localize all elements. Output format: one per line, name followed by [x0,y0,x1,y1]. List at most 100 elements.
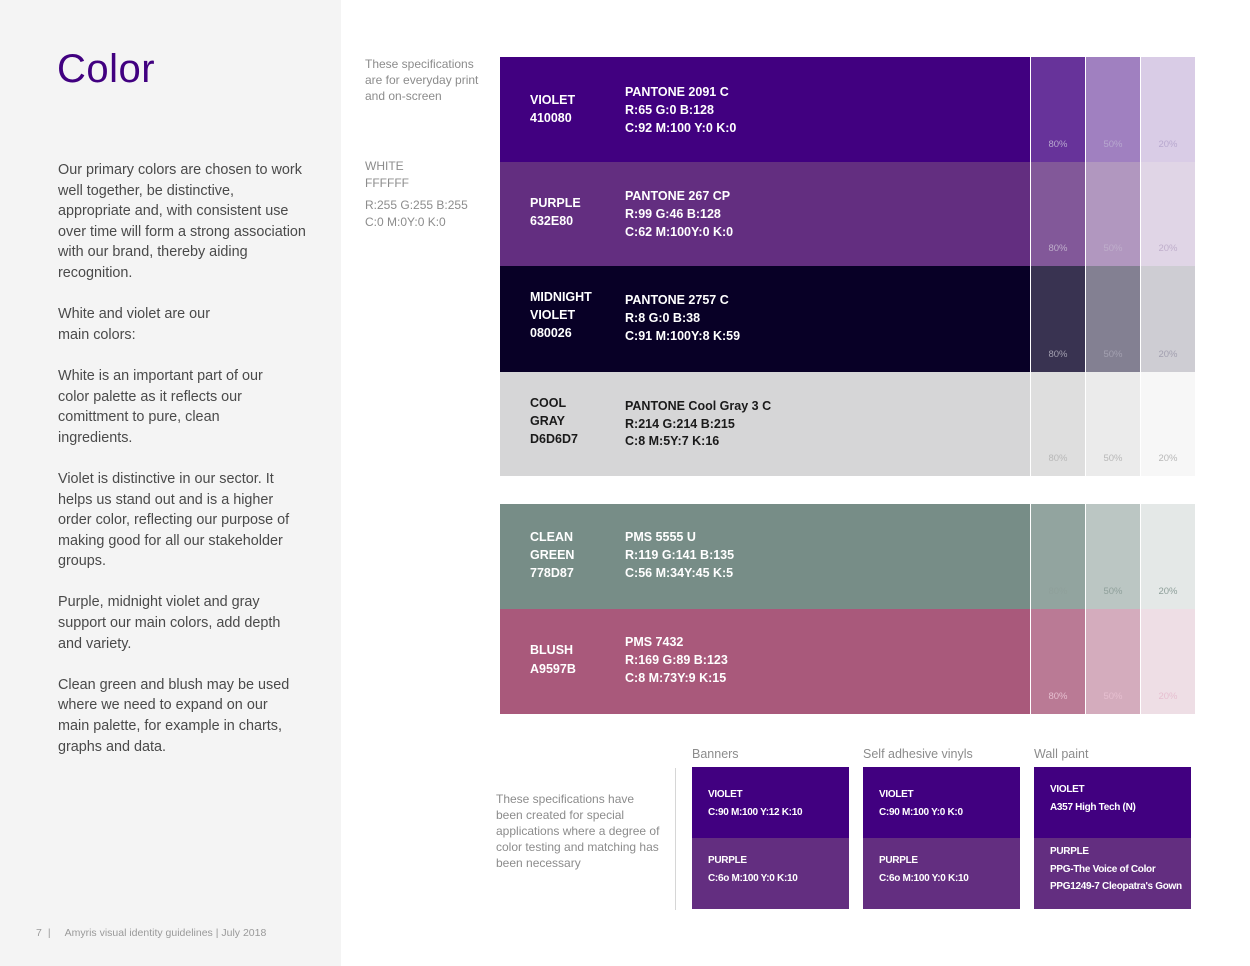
swatch-rgb: R:99 G:46 B:128 [625,207,721,221]
page-footer: 7 | Amyris visual identity guidelines | Ju… [36,927,266,939]
swatch-main [500,372,1030,476]
spec-note-top: These specifications are for everyday pr… [365,57,479,103]
swatch-cmyk: C:8 M:73Y:9 K:15 [625,671,727,685]
swatch-name-2: GREEN [530,548,575,562]
swatch-pantone: PMS 7432 [625,635,684,649]
vinyls-heading: Self adhesive vinyls [863,747,973,761]
tint-20: 20% [1141,372,1195,476]
cell-spec: C:90 M:100 Y:12 K:10 [708,807,803,818]
white-name: WHITE [365,159,404,173]
wall-paint-heading: Wall paint [1034,747,1089,761]
swatch-main [500,162,1030,266]
paragraph: White is an important part of our color … [58,367,263,446]
swatch-cmyk: C:56 M:34Y:45 K:5 [625,566,734,580]
swatch-name-1: COOL [530,396,567,410]
swatch-name-3: D6D6D7 [530,432,578,446]
tint-50: 50% [1086,162,1140,266]
swatch-name-3: 778D87 [530,566,574,580]
tint-50: 50% [1086,504,1140,609]
cell-spec: A357 High Tech (N) [1050,802,1136,813]
white-color-spec: WHITE FFFFFF R:255 G:255 B:255 C:0 M:0Y:… [365,158,468,231]
cell-name: PURPLE [879,855,918,866]
banners-card: VIOLET C:90 M:100 Y:12 K:10 PURPLE C:6o … [692,767,849,909]
swatch-rgb: R:214 G:214 B:215 [625,417,735,431]
swatch-name-2: 632E80 [530,214,574,228]
vinyls-card: VIOLET C:90 M:100 Y:0 K:0 PURPLE C:6o M:… [863,767,1020,909]
footer-pipe: | [47,927,51,939]
cell-name: PURPLE [1050,846,1089,857]
tint-20: 20% [1141,504,1195,609]
swatch-name-2: VIOLET [530,308,576,322]
swatch-name-1: CLEAN [530,530,574,544]
cell-spec: C:6o M:100 Y:0 K:10 [879,873,969,884]
swatch-pantone: PANTONE Cool Gray 3 C [625,399,772,413]
swatch-rgb: R:119 G:141 B:135 [625,548,735,562]
swatch-name-1: PURPLE [530,196,581,210]
swatch-clean-green: CLEAN GREEN 778D87 PMS 5555 U R:119 G:14… [500,504,1195,609]
tint-20: 20% [1141,57,1195,162]
swatch-name-1: BLUSH [530,643,574,657]
paragraph: White and violet are our main colors: [58,306,210,343]
swatch-purple: PURPLE 632E80 PANTONE 267 CP R:99 G:46 B… [500,162,1195,266]
swatch-blush: BLUSH A9597B PMS 7432 R:169 G:89 B:123 C… [500,609,1195,714]
white-hex: FFFFFF [365,176,409,190]
page-number: 7 [36,927,42,939]
intro-text: Our primary colors are chosen to work we… [58,160,308,778]
swatch-main [500,609,1030,714]
tint-50: 50% [1086,266,1140,372]
swatch-pantone: PANTONE 267 CP [625,189,731,203]
cell-spec: PPG-The Voice of Color [1050,864,1156,875]
swatch-name-2: GRAY [530,414,565,428]
wall-paint-card: VIOLET A357 High Tech (N) PURPLE PPG-The… [1034,767,1191,909]
swatch-pantone: PANTONE 2091 C [625,85,729,99]
purple-cell: PURPLE PPG-The Voice of Color PPG1249-7 … [1034,838,1191,909]
purple-cell: PURPLE C:6o M:100 Y:0 K:10 [692,838,849,909]
swatch-name-3: 080026 [530,326,572,340]
paragraph: Purple, midnight violet and gray support… [58,594,281,652]
swatch-cmyk: C:92 M:100 Y:0 K:0 [625,121,737,135]
violet-cell: VIOLET C:90 M:100 Y:0 K:0 [863,767,1020,838]
swatch-main [500,57,1030,162]
tint-20: 20% [1141,266,1195,372]
cell-name: VIOLET [708,789,743,800]
tint-50: 50% [1086,372,1140,476]
page-title: Color [57,47,156,91]
white-rgb: R:255 G:255 B:255 [365,198,468,212]
footer-text: Amyris visual identity guidelines | July… [64,927,267,939]
tint-80: 80% [1031,609,1085,714]
swatch-name-1: MIDNIGHT [530,290,592,304]
swatch-pantone: PANTONE 2757 C [625,293,729,307]
banners-heading: Banners [692,747,739,761]
tint-50: 50% [1086,609,1140,714]
tint-20: 20% [1141,609,1195,714]
cell-spec-2: PPG1249-7 Cleopatra's Gown [1050,881,1182,892]
paragraph: Violet is distinctive in our sector. It … [58,470,290,570]
swatch-rgb: R:65 G:0 B:128 [625,103,714,117]
swatch-rgb: R:169 G:89 B:123 [625,653,728,667]
tint-80: 80% [1031,372,1085,476]
swatch-cool-gray: COOL GRAY D6D6D7 PANTONE Cool Gray 3 C R… [500,372,1195,476]
spec-note-bottom: These specifications have been created f… [496,792,660,870]
white-cmyk: C:0 M:0Y:0 K:0 [365,215,446,229]
swatch-main [500,504,1030,609]
cell-spec: C:90 M:100 Y:0 K:0 [879,807,963,818]
violet-cell: VIOLET C:90 M:100 Y:12 K:10 [692,767,849,838]
tint-80: 80% [1031,57,1085,162]
violet-cell: VIOLET A357 High Tech (N) [1034,767,1191,838]
swatch-rgb: R:8 G:0 B:38 [625,311,701,325]
swatch-midnight-violet: MIDNIGHT VIOLET 080026 PANTONE 2757 C R:… [500,266,1195,372]
purple-cell: PURPLE C:6o M:100 Y:0 K:10 [863,838,1020,909]
swatch-name-2: 410080 [530,111,572,125]
cell-name: VIOLET [1050,784,1085,795]
swatch-violet: VIOLET 410080 PANTONE 2091 C R:65 G:0 B:… [500,57,1195,162]
cell-name: PURPLE [708,855,747,866]
tint-80: 80% [1031,504,1085,609]
swatch-cmyk: C:8 M:5Y:7 K:16 [625,434,720,448]
swatch-name-1: VIOLET [530,93,576,107]
tint-80: 80% [1031,162,1085,266]
tint-50: 50% [1086,57,1140,162]
tint-80: 80% [1031,266,1085,372]
tint-20: 20% [1141,162,1195,266]
swatch-cmyk: C:91 M:100Y:8 K:59 [625,329,741,343]
swatch-name-2: A9597B [530,662,576,676]
